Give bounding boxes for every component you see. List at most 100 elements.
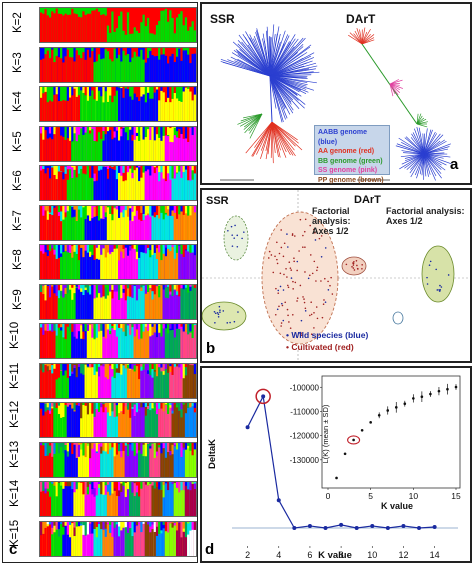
delta-k-xtick: 6 xyxy=(307,550,312,560)
k-label: K=14 xyxy=(9,479,21,508)
k-label: K=2 xyxy=(12,12,24,34)
delta-k-point xyxy=(401,523,406,528)
delta-k-point xyxy=(370,523,375,528)
ssr-title-b: SSR xyxy=(206,195,229,207)
dart-title: DArT xyxy=(346,12,376,26)
inset-xtick: 15 xyxy=(451,491,461,501)
inset-point xyxy=(360,429,364,432)
legend-aabb: AABB genome (blue) xyxy=(318,129,368,146)
delta-k-point xyxy=(385,526,390,530)
legend-cultivated: • Cultivated (red) xyxy=(286,342,354,352)
inset-ytick: -120000 xyxy=(290,432,320,441)
k-label: K=13 xyxy=(9,440,21,468)
structure-bar-row xyxy=(39,125,197,162)
inset-point xyxy=(369,421,372,424)
structure-barplot xyxy=(40,205,196,240)
inset-point xyxy=(352,438,355,442)
delta-k-chart: 2 4 6 8 10 12 14 K value DeltaK -100000 -110000 -1… xyxy=(207,375,461,561)
structure-barplot xyxy=(40,442,196,477)
k-label: K=12 xyxy=(9,400,21,429)
structure-barplot xyxy=(40,47,196,82)
structure-bar-row xyxy=(39,204,197,241)
k-label: K=11 xyxy=(9,362,21,389)
structure-barplot xyxy=(40,166,196,201)
delta-k-point xyxy=(417,526,422,530)
inset-point xyxy=(343,452,347,456)
delta-k-xtick: 8 xyxy=(339,550,344,560)
inset-ytick: -100000 xyxy=(290,383,320,392)
structure-barplot xyxy=(40,284,196,319)
delta-k-point xyxy=(354,526,359,530)
delta-k-point xyxy=(245,425,250,430)
inset-xtick: 5 xyxy=(368,491,373,501)
delta-k-xtick: 10 xyxy=(367,550,377,560)
structure-bar-row xyxy=(39,323,197,360)
legend-aa: AA genome (red) xyxy=(318,148,375,155)
panel-tag-d: d xyxy=(205,541,215,558)
panel-tag-b: b xyxy=(206,340,216,357)
structure-bar-row xyxy=(39,481,197,518)
legend-pp: PP genome (brown) xyxy=(318,176,384,184)
delta-k-point xyxy=(261,394,266,399)
delta-k-highlight xyxy=(255,388,271,405)
inset-ytick: -110000 xyxy=(290,407,319,416)
k-label: K=5 xyxy=(12,130,24,152)
k-label: K=9 xyxy=(12,288,24,310)
inset-point xyxy=(335,476,338,480)
ssr-title: SSR xyxy=(210,12,235,26)
structure-barplot xyxy=(40,126,196,161)
inset-highlight xyxy=(347,435,361,445)
panel-tag-a: a xyxy=(450,156,459,173)
structure-barplot xyxy=(40,482,196,517)
structure-bar-row xyxy=(39,7,197,44)
structure-bar-row xyxy=(39,86,197,123)
delta-k-point xyxy=(323,526,328,530)
inset-plot: -100000 -110000 -120000 -130000 0 5 10 15 K valu… xyxy=(290,375,461,511)
delta-k-xtick: 14 xyxy=(430,550,440,560)
factorial-note-left: Factorial analysis: Axes 1/2 xyxy=(312,206,351,236)
panel-tag-c: c xyxy=(9,541,18,558)
structure-barplot xyxy=(40,324,196,359)
k-label: K=6 xyxy=(12,170,24,192)
k-label: K=3 xyxy=(12,51,24,73)
structure-bar-row xyxy=(39,520,197,557)
delta-k-xtick: 4 xyxy=(276,550,281,560)
delta-k-xtick: 2 xyxy=(245,550,250,560)
genome-legend: AABB genome (blue) AA genome (red) BB ge… xyxy=(314,125,390,184)
delta-k-point xyxy=(276,498,281,503)
structure-barplot xyxy=(40,245,196,280)
cultivated-bullet-icon: • xyxy=(286,342,289,352)
k-label: K=4 xyxy=(12,91,24,113)
factorial-note-right: Factorial analysis: Axes 1/2 xyxy=(386,206,465,226)
delta-k-point xyxy=(307,523,312,528)
delta-k-panel: 2 4 6 8 10 12 14 K value DeltaK -100000 -110000 -1… xyxy=(200,366,472,563)
delta-k-ylabel: DeltaK xyxy=(207,439,218,469)
inset-xtick: 0 xyxy=(326,491,331,501)
structure-bar-row xyxy=(39,441,197,478)
structure-barplot xyxy=(40,521,196,556)
phylogenetic-tree-panel: SSR DArT AABB genome (blue) AA genome (r… xyxy=(200,2,472,185)
wild-bullet-icon: • xyxy=(286,330,289,340)
dart-title-b: DArT xyxy=(354,194,381,206)
structure-panel: K=2 K=3 K=4 K=5 K=6 K=7 K=8 K=9 K=10 K=11 K=12 K=13… xyxy=(2,2,198,563)
delta-k-xlabel: K value xyxy=(318,550,352,561)
structure-bar-row xyxy=(39,402,197,439)
k-label: K=10 xyxy=(9,321,21,350)
delta-k-point xyxy=(339,522,344,527)
structure-bar-row xyxy=(39,244,197,281)
legend-wild: • Wild species (blue) xyxy=(286,330,369,340)
structure-barplot xyxy=(40,87,196,122)
structure-bar-row xyxy=(39,362,197,399)
inset-ylabel: L(K) (mean ± SD) xyxy=(321,404,330,463)
tree-drawing xyxy=(220,24,452,181)
main-plot: 2 4 6 8 10 12 14 K value DeltaK xyxy=(207,388,458,561)
structure-bar-row xyxy=(39,46,197,83)
factorial-plot xyxy=(202,190,470,361)
structure-barplot xyxy=(40,8,196,43)
delta-k-point xyxy=(432,524,437,529)
structure-barplot xyxy=(40,363,196,398)
inset-xtick: 10 xyxy=(409,491,419,501)
legend-ss: SS genome (pink) xyxy=(318,167,378,174)
delta-k-xtick: 12 xyxy=(398,550,408,560)
delta-k-point xyxy=(292,526,297,530)
